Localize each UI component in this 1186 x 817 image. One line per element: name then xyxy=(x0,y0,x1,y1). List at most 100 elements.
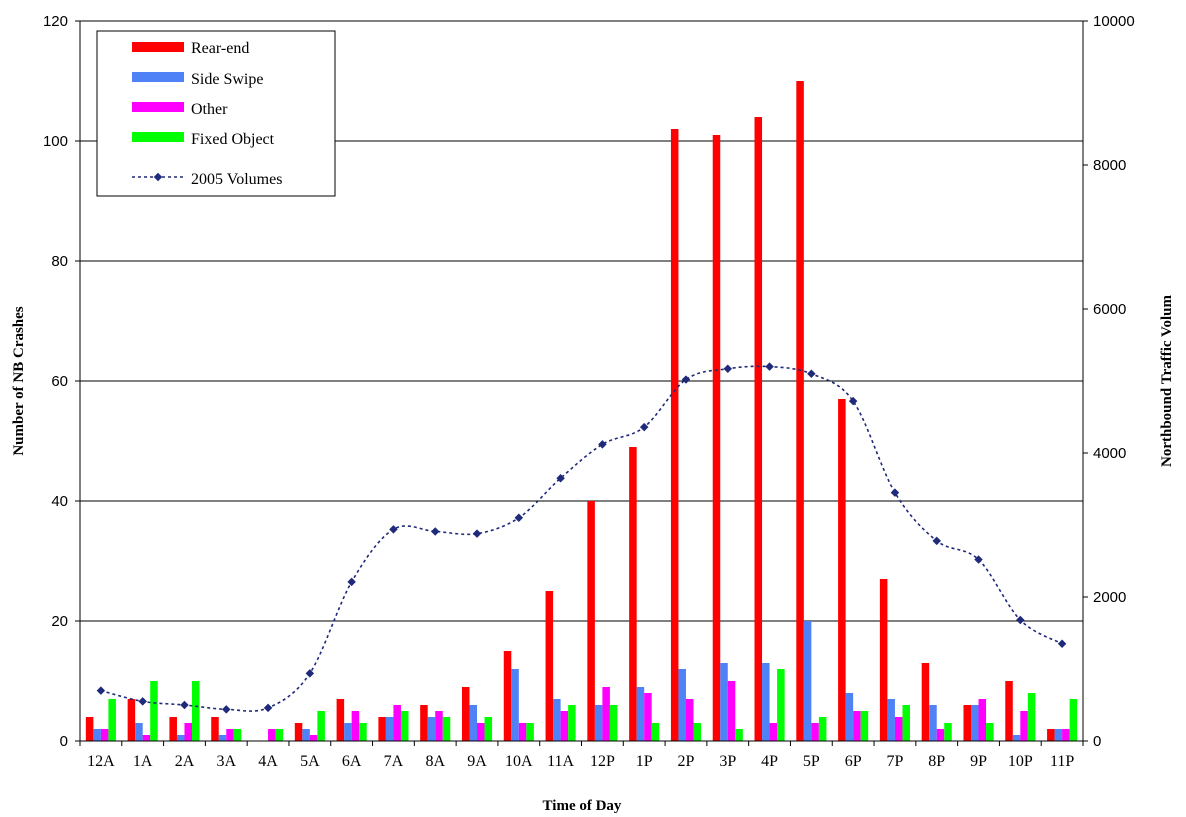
bar-fixed-object-12A xyxy=(108,699,116,741)
bar-other-9A xyxy=(477,723,485,741)
bar-rear-end-5A xyxy=(294,723,303,741)
volume-point-8P xyxy=(932,536,941,546)
x-tick-label-4P: 4P xyxy=(761,753,778,770)
bar-rear-end-7P xyxy=(879,579,888,741)
volume-line xyxy=(100,365,1063,712)
bar-side-swipe-3P xyxy=(720,663,728,741)
y-tick-label-20: 20 xyxy=(51,613,68,630)
bar-other-5A xyxy=(309,735,318,741)
y-tick-label-80: 80 xyxy=(51,253,68,270)
y2-tick-label-6000: 6000 xyxy=(1093,301,1126,318)
x-tick-label-5A: 5A xyxy=(300,753,320,770)
x-tick-label-9P: 9P xyxy=(970,753,987,770)
bar-side-swipe-5A xyxy=(302,729,310,741)
bar-side-swipe-2P xyxy=(678,669,686,741)
bar-fixed-object-8P xyxy=(944,723,952,741)
bar-rear-end-3A xyxy=(211,717,219,741)
volume-point-2P xyxy=(681,375,691,384)
bar-side-swipe-10P xyxy=(1012,735,1021,741)
x-tick-label-1P: 1P xyxy=(636,753,653,770)
legend: Rear-end Side Swipe Other Fixed Object 2… xyxy=(96,30,336,197)
volume-point-11P xyxy=(1057,639,1067,649)
volume-point-12A xyxy=(96,686,106,695)
legend-swatch-fixed-object xyxy=(132,132,184,142)
bar-fixed-object-9P xyxy=(986,723,994,741)
volume-point-6A xyxy=(347,577,356,587)
x-tick-label-6P: 6P xyxy=(845,753,862,770)
y-tick-label-40: 40 xyxy=(51,493,68,510)
bar-other-10P xyxy=(1020,711,1028,741)
bar-fixed-object-11P xyxy=(1069,699,1078,741)
legend-swatch-other xyxy=(132,102,184,112)
y2-tick-label-2000: 2000 xyxy=(1093,589,1126,606)
bar-side-swipe-6A xyxy=(344,723,352,741)
legend-swatch-volumes-marker xyxy=(153,172,163,182)
bar-other-3A xyxy=(226,729,234,741)
bar-fixed-object-7A xyxy=(400,711,409,741)
bar-rear-end-2A xyxy=(169,717,177,741)
bar-rear-end-5P xyxy=(796,81,804,741)
y-tick-label-0: 0 xyxy=(60,733,68,750)
bar-other-11A xyxy=(560,711,569,741)
volume-point-10A xyxy=(514,513,524,523)
bar-rear-end-4P xyxy=(754,117,763,741)
legend-swatch-rear-end xyxy=(132,42,184,52)
bar-rear-end-8A xyxy=(420,705,428,741)
bar-rear-end-10A xyxy=(503,651,512,741)
bar-side-swipe-5P xyxy=(803,621,812,741)
x-tick-label-7P: 7P xyxy=(886,753,903,770)
volume-point-1A xyxy=(138,697,147,706)
legend-box xyxy=(96,30,336,197)
legend-label-rear-end: Rear-end xyxy=(191,40,249,57)
legend-label-side-swipe: Side Swipe xyxy=(191,71,263,88)
bar-other-7A xyxy=(393,705,401,741)
bar-other-10A xyxy=(518,723,527,741)
bar-rear-end-1A xyxy=(127,699,136,741)
bar-other-2P xyxy=(685,699,694,741)
bar-fixed-object-6P xyxy=(860,711,869,741)
y2-tick-label-8000: 8000 xyxy=(1093,157,1126,174)
volume-point-4A xyxy=(263,703,273,713)
x-tick-label-1A: 1A xyxy=(133,753,153,770)
bar-side-swipe-10A xyxy=(511,669,519,741)
bar-rear-end-9A xyxy=(461,687,470,741)
volume-point-3P xyxy=(723,364,733,374)
bar-other-8A xyxy=(435,711,443,741)
bar-fixed-object-10P xyxy=(1027,693,1036,741)
bar-rear-end-6A xyxy=(336,699,345,741)
y-tick-label-60: 60 xyxy=(51,373,68,390)
bar-fixed-object-3P xyxy=(735,729,743,741)
bar-other-12P xyxy=(602,687,610,741)
x-tick-label-12P: 12P xyxy=(590,753,615,770)
bar-rear-end-12P xyxy=(587,501,595,741)
x-tick-label-9A: 9A xyxy=(467,753,487,770)
bar-side-swipe-6P xyxy=(845,693,854,741)
bar-other-11P xyxy=(1062,729,1070,741)
bar-side-swipe-11P xyxy=(1054,729,1063,741)
volume-point-7P xyxy=(890,488,900,497)
y-tick-label-120: 120 xyxy=(43,13,68,30)
x-tick-label-11P: 11P xyxy=(1050,753,1074,770)
volume-point-8A xyxy=(430,527,440,536)
legend-label-fixed-object: Fixed Object xyxy=(191,131,275,148)
bar-side-swipe-8P xyxy=(929,705,937,741)
bar-fixed-object-11A xyxy=(568,705,576,741)
bar-fixed-object-4A xyxy=(275,729,284,741)
bar-side-swipe-4P xyxy=(762,663,770,741)
bar-fixed-object-6A xyxy=(359,723,367,741)
axes-layer: 0 20 40 60 80 100 120 0 2000 4000 6000 8000 10000 12A… xyxy=(43,13,1135,770)
y2-tick-label-10000: 10000 xyxy=(1093,13,1135,30)
x-tick-label-2A: 2A xyxy=(175,753,195,770)
bar-rear-end-6P xyxy=(838,399,846,741)
volume-point-6P xyxy=(848,396,858,406)
bar-other-6P xyxy=(853,711,861,741)
bar-other-7P xyxy=(894,717,903,741)
bar-other-6A xyxy=(351,711,360,741)
bar-other-1P xyxy=(644,693,652,741)
volume-line-layer xyxy=(96,362,1067,714)
volume-point-2A xyxy=(180,700,189,710)
bar-other-4P xyxy=(769,723,778,741)
bar-fixed-object-4P xyxy=(777,669,785,741)
bar-fixed-object-5A xyxy=(317,711,325,741)
